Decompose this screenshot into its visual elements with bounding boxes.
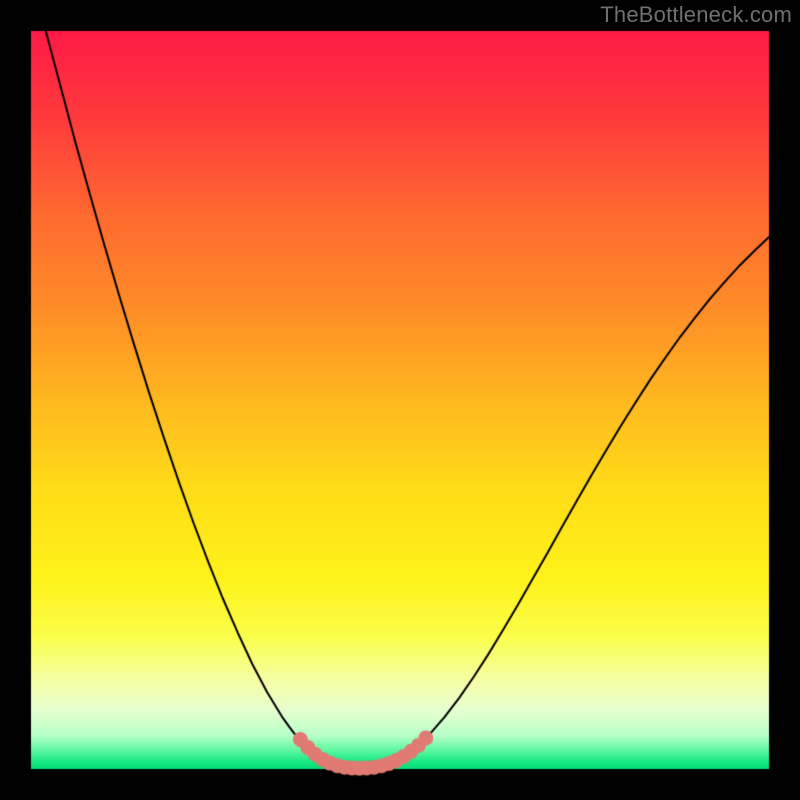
chart-stage: TheBottleneck.com <box>0 0 800 800</box>
bottleneck-curve-chart <box>0 0 800 800</box>
watermark-label: TheBottleneck.com <box>600 2 792 28</box>
